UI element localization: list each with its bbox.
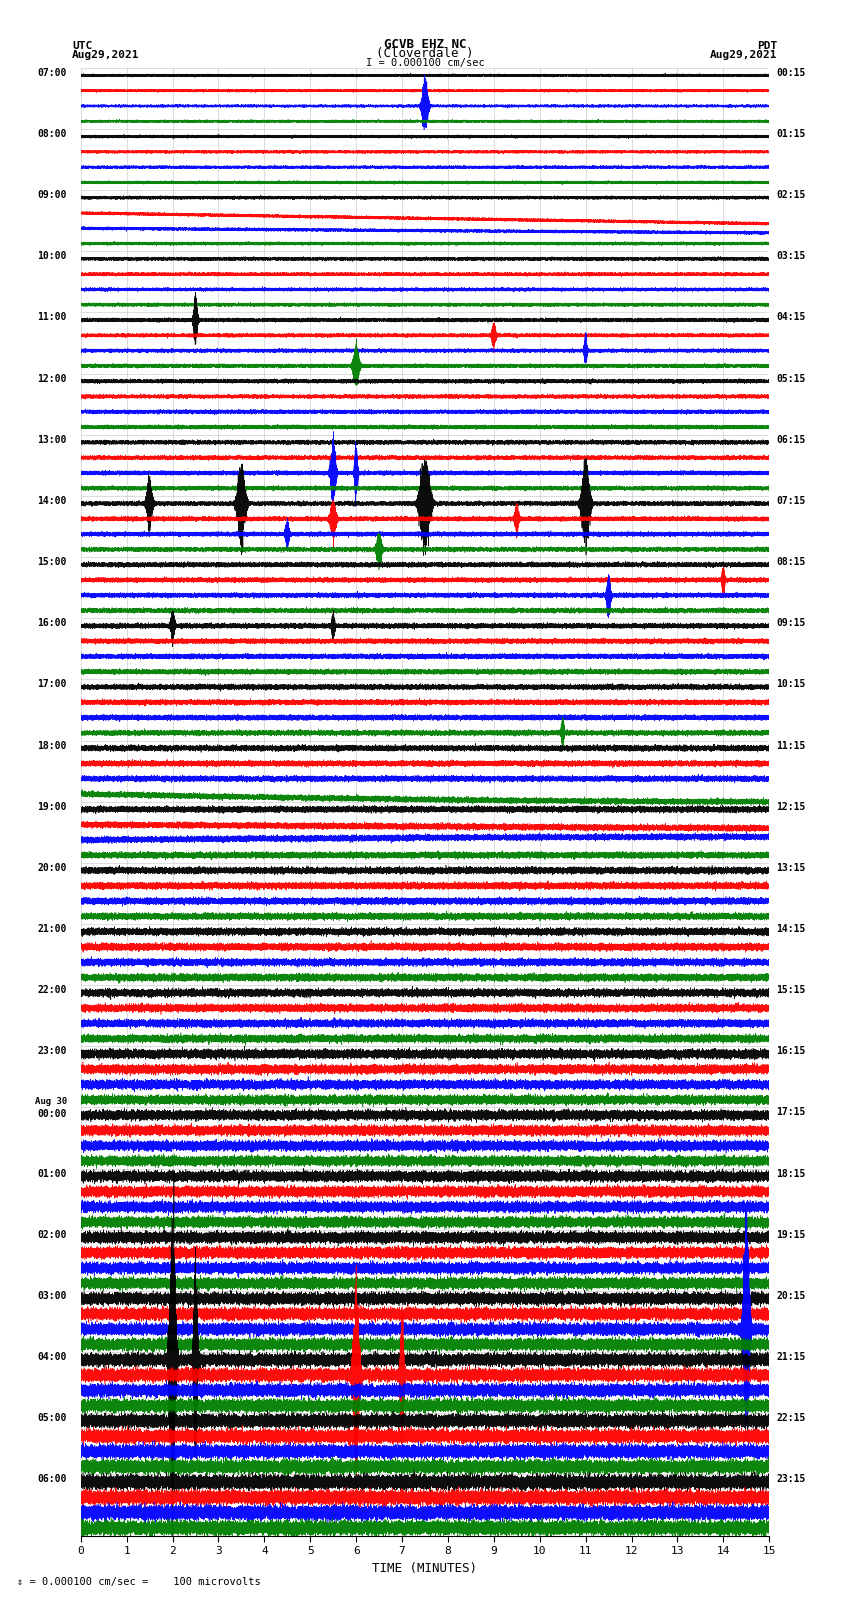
Text: PDT: PDT <box>757 40 778 50</box>
Text: 06:00: 06:00 <box>37 1474 67 1484</box>
Text: 02:15: 02:15 <box>776 190 806 200</box>
Text: 00:00: 00:00 <box>37 1108 67 1119</box>
Text: 11:15: 11:15 <box>776 740 806 750</box>
Text: 21:15: 21:15 <box>776 1352 806 1361</box>
Text: 03:15: 03:15 <box>776 252 806 261</box>
Text: 22:15: 22:15 <box>776 1413 806 1423</box>
Text: 12:15: 12:15 <box>776 802 806 811</box>
Text: 23:00: 23:00 <box>37 1047 67 1057</box>
Text: 09:00: 09:00 <box>37 190 67 200</box>
Text: 23:15: 23:15 <box>776 1474 806 1484</box>
Text: 18:15: 18:15 <box>776 1168 806 1179</box>
Text: 12:00: 12:00 <box>37 374 67 384</box>
Text: Aug 30: Aug 30 <box>35 1097 67 1107</box>
Text: 17:00: 17:00 <box>37 679 67 689</box>
Text: 13:00: 13:00 <box>37 436 67 445</box>
Text: 15:15: 15:15 <box>776 986 806 995</box>
Text: 19:00: 19:00 <box>37 802 67 811</box>
Text: 20:00: 20:00 <box>37 863 67 873</box>
Text: 11:00: 11:00 <box>37 313 67 323</box>
Text: UTC: UTC <box>72 40 93 50</box>
Text: 07:15: 07:15 <box>776 495 806 506</box>
Text: (Cloverdale ): (Cloverdale ) <box>377 47 473 60</box>
Text: 16:15: 16:15 <box>776 1047 806 1057</box>
Text: Aug29,2021: Aug29,2021 <box>72 50 139 60</box>
Text: 03:00: 03:00 <box>37 1290 67 1302</box>
Text: 05:15: 05:15 <box>776 374 806 384</box>
Text: 02:00: 02:00 <box>37 1229 67 1240</box>
Text: GCVB EHZ NC: GCVB EHZ NC <box>383 37 467 50</box>
Text: 01:00: 01:00 <box>37 1168 67 1179</box>
Text: 06:15: 06:15 <box>776 436 806 445</box>
Text: 14:15: 14:15 <box>776 924 806 934</box>
Text: 05:00: 05:00 <box>37 1413 67 1423</box>
Text: 13:15: 13:15 <box>776 863 806 873</box>
Text: 08:15: 08:15 <box>776 556 806 568</box>
Text: 21:00: 21:00 <box>37 924 67 934</box>
Text: 08:00: 08:00 <box>37 129 67 139</box>
Text: 18:00: 18:00 <box>37 740 67 750</box>
Text: 14:00: 14:00 <box>37 495 67 506</box>
Text: 15:00: 15:00 <box>37 556 67 568</box>
Text: I = 0.000100 cm/sec: I = 0.000100 cm/sec <box>366 58 484 68</box>
Text: 10:15: 10:15 <box>776 679 806 689</box>
Text: 04:00: 04:00 <box>37 1352 67 1361</box>
Text: 09:15: 09:15 <box>776 618 806 627</box>
Text: 17:15: 17:15 <box>776 1108 806 1118</box>
Text: 16:00: 16:00 <box>37 618 67 627</box>
X-axis label: TIME (MINUTES): TIME (MINUTES) <box>372 1561 478 1574</box>
Text: 00:15: 00:15 <box>776 68 806 77</box>
Text: 20:15: 20:15 <box>776 1290 806 1302</box>
Text: ⇕ = 0.000100 cm/sec =    100 microvolts: ⇕ = 0.000100 cm/sec = 100 microvolts <box>17 1578 261 1587</box>
Text: 10:00: 10:00 <box>37 252 67 261</box>
Text: 07:00: 07:00 <box>37 68 67 77</box>
Text: 04:15: 04:15 <box>776 313 806 323</box>
Text: 01:15: 01:15 <box>776 129 806 139</box>
Text: Aug29,2021: Aug29,2021 <box>711 50 778 60</box>
Text: 22:00: 22:00 <box>37 986 67 995</box>
Text: 19:15: 19:15 <box>776 1229 806 1240</box>
